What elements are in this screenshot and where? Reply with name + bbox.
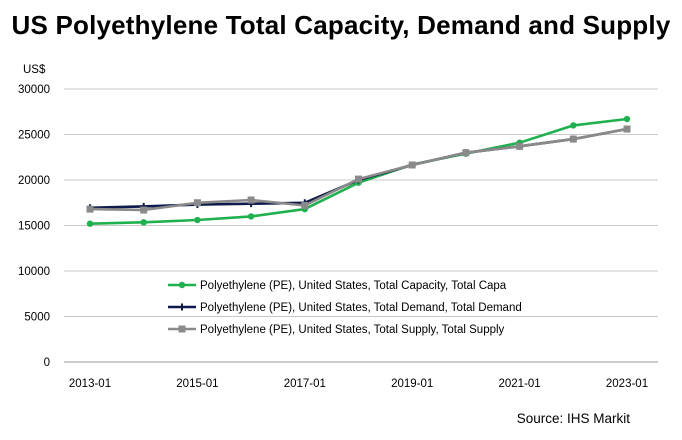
data-point bbox=[86, 205, 94, 213]
series-0 bbox=[86, 115, 631, 227]
legend: Polyethylene (PE), United States, Total … bbox=[168, 280, 522, 336]
source-note: Source: IHS Markit bbox=[516, 411, 630, 426]
y-tick-label: 30000 bbox=[18, 84, 50, 96]
legend-label: Polyethylene (PE), United States, Total … bbox=[200, 280, 507, 292]
data-point bbox=[247, 196, 255, 204]
data-point bbox=[194, 216, 201, 224]
data-point bbox=[355, 175, 362, 183]
data-point bbox=[570, 122, 577, 129]
y-tick-label: 25000 bbox=[18, 130, 50, 142]
y-axis: 0 5000 10000 15000 20000 25000 30000 US$ bbox=[18, 64, 50, 369]
legend-label: Polyethylene (PE), United States, Total … bbox=[200, 324, 505, 336]
series-line bbox=[89, 127, 628, 212]
legend-entry: Polyethylene (PE), United States, Total … bbox=[168, 302, 522, 314]
y-axis-label: US$ bbox=[23, 64, 46, 76]
data-point bbox=[140, 219, 147, 226]
data-point bbox=[86, 220, 94, 227]
data-point bbox=[301, 201, 309, 209]
series-layer bbox=[86, 115, 631, 227]
data-point bbox=[178, 281, 186, 289]
series-line bbox=[89, 127, 628, 210]
x-tick-label: 2023-01 bbox=[606, 378, 648, 390]
data-point bbox=[623, 115, 631, 123]
x-tick-label: 2015-01 bbox=[176, 378, 218, 390]
x-axis: 2013-01 2015-01 2017-01 2019-01 2021-01 2023-… bbox=[69, 378, 648, 390]
data-point bbox=[178, 325, 186, 333]
data-point bbox=[178, 303, 186, 311]
y-tick-label: 0 bbox=[44, 357, 50, 369]
data-point bbox=[569, 135, 577, 143]
x-tick-label: 2019-01 bbox=[391, 378, 433, 390]
chart-title: US Polyethylene Total Capacity, Demand a… bbox=[11, 10, 671, 40]
data-point bbox=[623, 125, 631, 133]
data-point bbox=[462, 149, 470, 157]
x-tick-label: 2017-01 bbox=[284, 378, 326, 390]
series-2 bbox=[86, 125, 631, 214]
data-point bbox=[247, 213, 255, 220]
gridlines bbox=[64, 88, 658, 363]
y-tick-label: 15000 bbox=[18, 221, 50, 233]
y-tick-label: 10000 bbox=[18, 266, 50, 278]
x-tick-label: 2021-01 bbox=[498, 378, 540, 390]
legend-label: Polyethylene (PE), United States, Total … bbox=[200, 302, 522, 314]
legend-entry: Polyethylene (PE), United States, Total … bbox=[168, 280, 507, 292]
data-point bbox=[408, 161, 416, 169]
series-1 bbox=[86, 125, 631, 212]
data-point bbox=[193, 199, 201, 207]
data-point bbox=[516, 142, 524, 150]
y-tick-label: 20000 bbox=[18, 175, 50, 187]
data-point bbox=[140, 206, 148, 214]
x-tick-label: 2013-01 bbox=[69, 378, 111, 390]
y-tick-label: 5000 bbox=[24, 312, 50, 324]
legend-entry: Polyethylene (PE), United States, Total … bbox=[168, 324, 505, 336]
